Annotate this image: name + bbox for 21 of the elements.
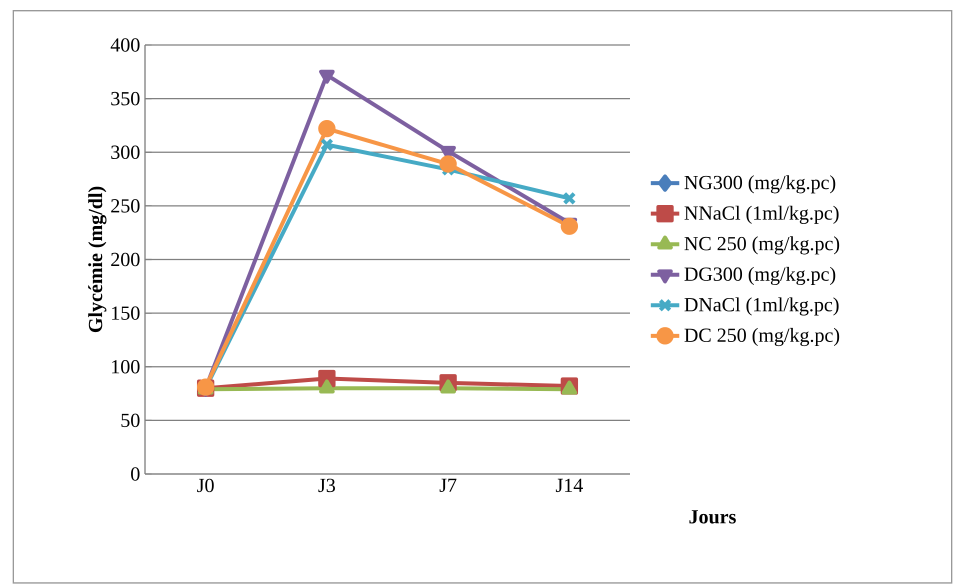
y-tick-label: 100 <box>112 360 140 374</box>
y-axis-title: Glycémie (mg/dl) <box>88 186 106 332</box>
legend-label: DG300 (mg/kg.pc) <box>684 266 836 286</box>
legend-label: DNaCl (1ml/kg.pc) <box>684 297 839 316</box>
x-axis-title: Jours <box>689 510 736 524</box>
legend-label: NC 250 (mg/kg.pc) <box>684 236 840 254</box>
legend-label: DC 250 (mg/kg.pc) <box>684 328 840 346</box>
x-tick-label: J14 <box>556 478 583 492</box>
x-tick-label: J3 <box>318 478 335 492</box>
x-tick-label: J7 <box>440 478 456 492</box>
x-tick-label: J0 <box>197 478 214 492</box>
y-tick-label: 150 <box>112 306 140 320</box>
legend-label: NNaCl (1ml/kg.pc) <box>684 206 839 224</box>
y-tick-label: 350 <box>111 92 140 106</box>
y-tick-label: 200 <box>111 252 140 266</box>
y-tick-label: 0 <box>131 467 140 481</box>
y-tick-label: 400 <box>110 38 140 52</box>
legend-label: NG300 (mg/kg.pc) <box>684 175 836 194</box>
y-tick-label: 250 <box>111 199 140 213</box>
y-tick-label: 50 <box>121 414 140 428</box>
y-tick-label: 300 <box>111 145 140 159</box>
